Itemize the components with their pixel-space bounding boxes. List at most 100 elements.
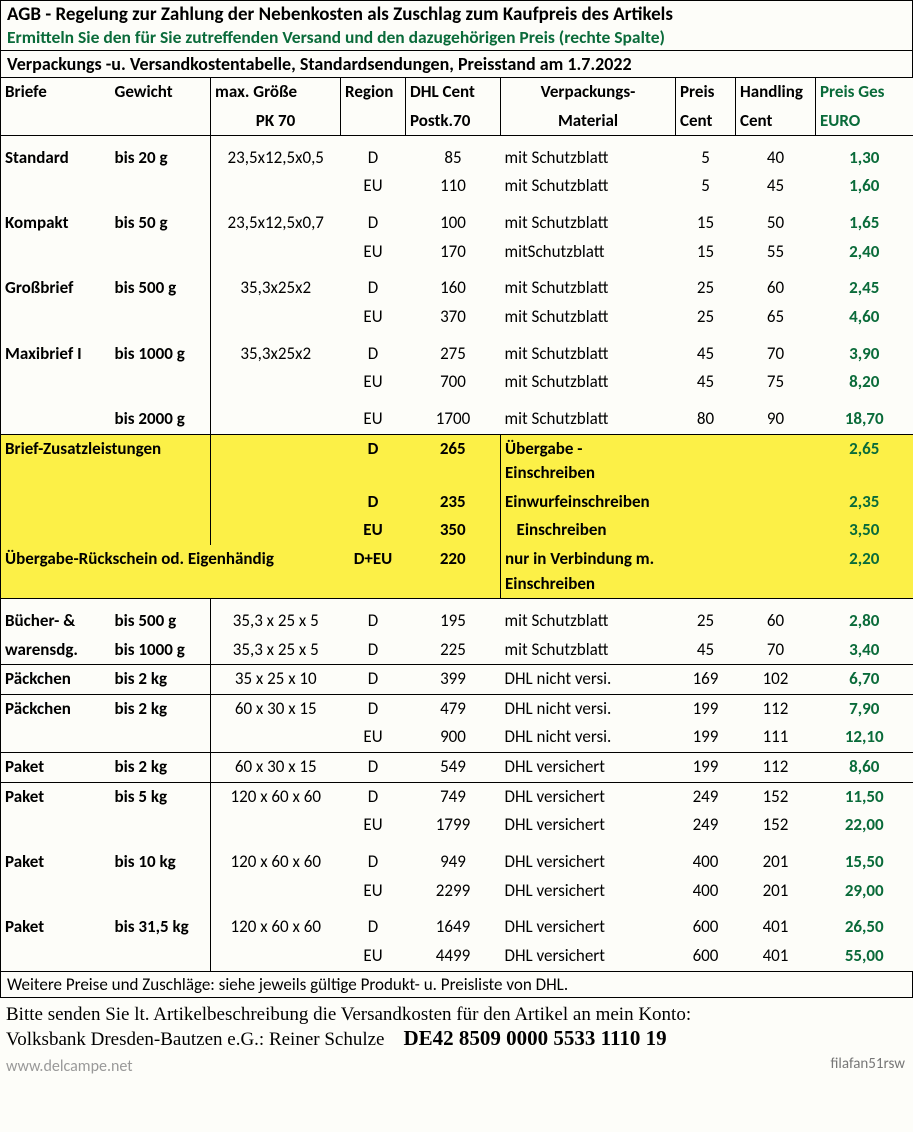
zusatz-dhl-0: 265 <box>406 434 501 488</box>
cell: 45 <box>676 340 736 369</box>
cell: DHL versichert <box>501 753 676 783</box>
cell: 55,00 <box>816 942 913 971</box>
cell: 1,65 <box>816 209 913 238</box>
cell: 600 <box>676 913 736 942</box>
zusatz-row: EU 350 Einschreiben 3,50 <box>1 516 913 545</box>
hdr-pk70: PK 70 <box>211 107 341 136</box>
cell: 25 <box>676 303 736 332</box>
cell: 4499 <box>406 942 501 971</box>
cell: bis 500 g <box>111 274 211 303</box>
cell: 35 x 25 x 10 <box>211 665 341 695</box>
header-block: AGB - Regelung zur Zahlung der Nebenkost… <box>0 0 913 51</box>
cell: 102 <box>736 665 816 695</box>
zusatz-last-region: D+EU <box>341 545 406 599</box>
cell: EU <box>341 877 406 906</box>
cell <box>111 723 211 752</box>
footer-instruction: Bitte senden Sie lt. Artikelbeschreibung… <box>0 998 913 1026</box>
cell: 201 <box>736 848 816 877</box>
cell: Päckchen <box>1 665 111 695</box>
cell: EU <box>341 172 406 201</box>
cell: D <box>341 209 406 238</box>
cell: 1,60 <box>816 172 913 201</box>
cell: 169 <box>676 665 736 695</box>
cell <box>1 172 111 201</box>
cell <box>211 405 341 434</box>
table-row: EU370mit Schutzblatt25654,60 <box>1 303 913 332</box>
table-row: Paketbis 2 kg60 x 30 x 15D549DHL versich… <box>1 753 913 783</box>
cell: 29,00 <box>816 877 913 906</box>
cell <box>1 405 111 434</box>
shipping-cost-document: AGB - Regelung zur Zahlung der Nebenkost… <box>0 0 913 1078</box>
buecher-name1: Bücher- & <box>1 607 111 636</box>
cell: 23,5x12,5x0,7 <box>211 209 341 238</box>
buecher-gewicht-0: bis 500 g <box>111 607 211 636</box>
cell <box>1 303 111 332</box>
hdr-dhl: DHL Cent <box>406 78 501 107</box>
agb-subtitle: Ermitteln Sie den für Sie zutreffenden V… <box>7 26 906 48</box>
cell: 5 <box>676 172 736 201</box>
section-header: Verpackungs -u. Versandkostentabelle, St… <box>0 51 913 78</box>
cell: mit Schutzblatt <box>501 607 676 636</box>
zusatz-ges-2: 3,50 <box>816 516 913 545</box>
cell: 55 <box>736 238 816 267</box>
zusatz-row: Brief-Zusatzleistungen D 265 Übergabe - … <box>1 434 913 488</box>
hdr-material2: Material <box>501 107 676 136</box>
column-header-row1: Briefe Gewicht max. Größe Region DHL Cen… <box>1 78 913 107</box>
cell: 11,50 <box>816 782 913 811</box>
cell: 26,50 <box>816 913 913 942</box>
zusatz-row: D 235 Einwurfeinschreiben 2,35 <box>1 488 913 517</box>
hdr-material: Verpackungs- <box>501 78 676 107</box>
cell: 160 <box>406 274 501 303</box>
cell: mit Schutzblatt <box>501 274 676 303</box>
cell: D <box>341 913 406 942</box>
cell: D <box>341 848 406 877</box>
cell <box>211 368 341 397</box>
zusatz-dhl-2: 350 <box>406 516 501 545</box>
cell: 2299 <box>406 877 501 906</box>
cell: bis 31,5 kg <box>111 913 211 942</box>
cell: 199 <box>676 753 736 783</box>
cell: EU <box>341 723 406 752</box>
cell: 5 <box>676 144 736 173</box>
zusatz-dhl-1: 235 <box>406 488 501 517</box>
cell: DHL versichert <box>501 848 676 877</box>
zusatz-last-row: Übergabe-Rückschein od. Eigenhändig D+EU… <box>1 545 913 599</box>
cell: 249 <box>676 782 736 811</box>
cell: 1700 <box>406 405 501 434</box>
cell: 199 <box>676 723 736 752</box>
cell: 195 <box>406 607 501 636</box>
cell: mit Schutzblatt <box>501 636 676 665</box>
hdr-groesse: max. Größe <box>211 78 341 107</box>
cell: mit Schutzblatt <box>501 303 676 332</box>
cell: D <box>341 340 406 369</box>
cell: 201 <box>736 877 816 906</box>
cell <box>111 172 211 201</box>
cell: 60 x 30 x 15 <box>211 694 341 723</box>
cell: 2,40 <box>816 238 913 267</box>
cell <box>111 303 211 332</box>
cell: 85 <box>406 144 501 173</box>
cell <box>211 942 341 971</box>
table-row: EU170mitSchutzblatt15552,40 <box>1 238 913 267</box>
hdr-postk: Postk.70 <box>406 107 501 136</box>
cell: 370 <box>406 303 501 332</box>
table-row: EU4499DHL versichert60040155,00 <box>1 942 913 971</box>
cell: 549 <box>406 753 501 783</box>
watermark: www.delcampe.net <box>0 1055 139 1078</box>
agb-title: AGB - Regelung zur Zahlung der Nebenkost… <box>7 3 906 26</box>
cell: 170 <box>406 238 501 267</box>
buecher-row: Bücher- & bis 500 g 35,3 x 25 x 5 D 195 … <box>1 607 913 636</box>
cell: 400 <box>676 877 736 906</box>
cell <box>211 172 341 201</box>
cell: 401 <box>736 942 816 971</box>
cell: Päckchen <box>1 694 111 723</box>
zusatz-ges-1: 2,35 <box>816 488 913 517</box>
cell: 90 <box>736 405 816 434</box>
cell: bis 2 kg <box>111 753 211 783</box>
cell: bis 20 g <box>111 144 211 173</box>
cell: DHL versichert <box>501 782 676 811</box>
zusatz-mat-2: Einschreiben <box>501 516 676 545</box>
cell: DHL nicht versi. <box>501 665 676 695</box>
cell: D <box>341 694 406 723</box>
zusatz-ges-0: 2,65 <box>816 434 913 488</box>
